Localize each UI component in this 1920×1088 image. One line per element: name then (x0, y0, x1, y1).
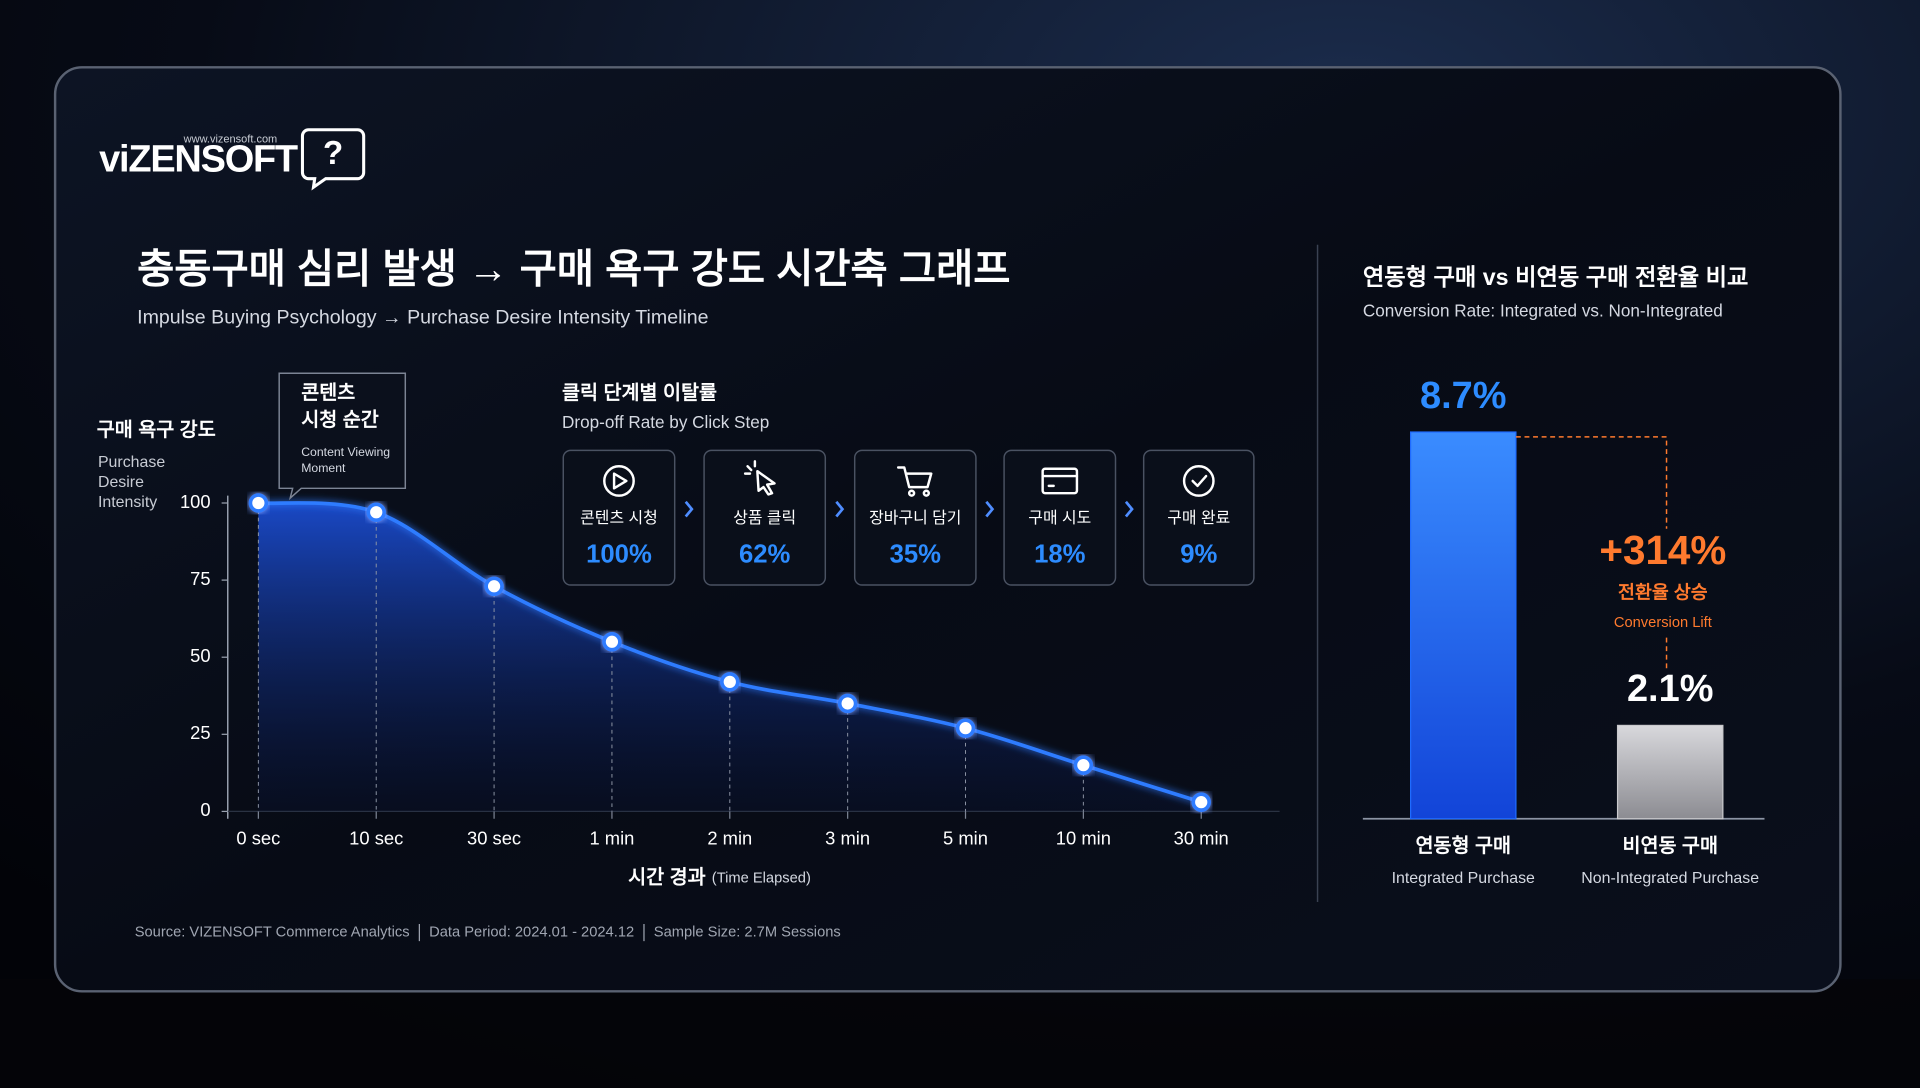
lift-label: 전환율 상승 (1618, 581, 1708, 602)
step-arrow (835, 500, 845, 518)
step-value: 9% (1180, 540, 1217, 568)
annotation-text: Content Viewing (301, 445, 390, 459)
icon-part (1182, 465, 1215, 497)
step-value: 100% (586, 540, 652, 568)
page-subtitle: Impulse Buying Psychology → Purchase Des… (137, 306, 709, 328)
x-axis-title-ko: 시간 경과 (628, 867, 706, 889)
annotation-title: 콘텐츠 (301, 382, 355, 404)
step-arrow (1124, 500, 1134, 518)
step-box (703, 449, 827, 586)
y-tick-label: 0 (200, 799, 210, 820)
y-axis-subtitle: Purchase (98, 454, 165, 471)
funnel-subtitle: Drop-off Rate by Click Step (562, 412, 769, 432)
step-box (853, 449, 977, 586)
data-point (720, 672, 740, 692)
funnel-title: 클릭 단계별 이탈률 (562, 382, 717, 404)
lift-value: +314% (1599, 527, 1726, 573)
y-axis-title: 구매 욕구 강도 (97, 419, 216, 441)
y-tick-label: 50 (190, 645, 210, 666)
icon-part (1041, 467, 1079, 495)
step-arrow (985, 500, 995, 518)
step-value: 35% (890, 540, 942, 568)
lift-label-en: Conversion Lift (1614, 615, 1712, 631)
annotation-box (278, 372, 407, 501)
data-point (1073, 755, 1094, 775)
icon-part (603, 465, 635, 497)
y-tick-label: 75 (190, 568, 210, 589)
y-axis-subtitle: Intensity (98, 494, 157, 511)
x-tick-label: 1 min (589, 827, 634, 848)
step-label: 구매 시도 (1028, 509, 1091, 527)
x-axis-title-en: (Time Elapsed) (712, 871, 811, 887)
logo-icon (300, 128, 366, 191)
step-icon (743, 460, 776, 496)
page-title: 충동구매 심리 발생 → 구매 욕구 강도 시간축 그래프 (137, 245, 1010, 291)
annotation-text: Moment (301, 461, 346, 475)
footer-text: Sample Size: 2.7M Sessions (654, 924, 841, 940)
annotation-title: 시청 순간 (301, 409, 379, 431)
step-box (1142, 449, 1255, 586)
step-box (1003, 449, 1117, 586)
bar-chart-subtitle: Conversion Rate: Integrated vs. Non-Inte… (1363, 301, 1723, 321)
step-label: 상품 클릭 (733, 509, 796, 527)
step-label: 콘텐츠 시청 (580, 509, 658, 527)
step-value: 18% (1034, 540, 1086, 568)
desk (0, 979, 1920, 1088)
y-tick-label: 25 (190, 722, 210, 743)
category-label: 비연동 구매 (1622, 835, 1718, 857)
step-icon (896, 466, 933, 497)
icon-part (756, 469, 776, 496)
category-label: 연동형 구매 (1416, 835, 1512, 857)
x-tick-label: 3 min (825, 827, 870, 848)
connector (1515, 436, 1668, 529)
step-icon (1182, 465, 1215, 497)
logo-url: www.vizensoft.com (183, 133, 278, 145)
data-point (602, 631, 622, 652)
step-arrow (684, 500, 694, 518)
icon-part (1191, 474, 1208, 488)
step-icon (603, 465, 635, 497)
value-label: 2.1% (1627, 668, 1714, 710)
step-value: 62% (739, 540, 791, 568)
icon-part (612, 472, 628, 490)
icon-part (922, 489, 930, 497)
icon-part (896, 466, 933, 489)
x-tick-label: 2 min (707, 827, 752, 848)
x-axis-title: 시간 경과 (Time Elapsed) (628, 867, 811, 889)
bar (1410, 431, 1517, 820)
value-label: 8.7% (1420, 375, 1507, 417)
x-tick-label: 10 min (1056, 827, 1111, 848)
icon-part (1041, 474, 1079, 488)
icon-part (743, 460, 757, 475)
data-point (1191, 792, 1212, 812)
x-tick-label: 5 min (943, 827, 988, 848)
footer-text: Source: VIZENSOFT Commerce Analytics (135, 924, 410, 940)
data-point (955, 718, 976, 738)
data-point (837, 693, 858, 714)
data-point (248, 493, 269, 513)
x-tick-label: 30 min (1174, 827, 1229, 848)
step-icon (1041, 467, 1079, 495)
category-sublabel: Integrated Purchase (1392, 870, 1535, 887)
category-sublabel: Non-Integrated Purchase (1581, 870, 1759, 887)
icon-part (907, 489, 916, 497)
y-tick-label: 100 (180, 491, 211, 512)
x-tick-label: 30 sec (467, 827, 521, 848)
bar-chart-title: 연동형 구매 vs 비연동 구매 전환율 비교 (1363, 264, 1749, 290)
footer-text: Data Period: 2024.01 - 2024.12 (429, 924, 634, 940)
step-label: 장바구니 담기 (869, 509, 961, 527)
step-box (562, 449, 676, 586)
logo-icon-text: ? (323, 135, 343, 172)
step-label: 구매 완료 (1167, 509, 1230, 527)
x-tick-label: 0 sec (236, 827, 280, 848)
bar (1616, 724, 1724, 820)
logo-name: viZENSOFT (99, 139, 298, 181)
data-point (484, 576, 504, 597)
data-point (366, 502, 387, 523)
y-axis-subtitle: Desire (98, 474, 144, 491)
x-tick-label: 10 sec (349, 827, 403, 848)
